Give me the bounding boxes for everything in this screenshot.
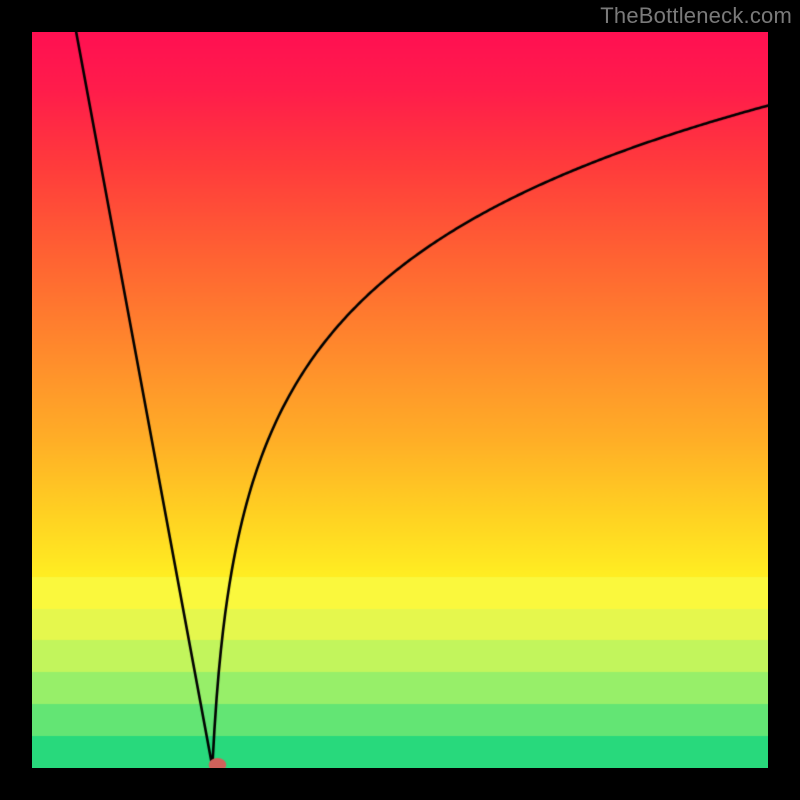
chart-stage: TheBottleneck.com <box>0 0 800 800</box>
watermark-text: TheBottleneck.com <box>600 3 792 29</box>
plot-area <box>32 32 768 768</box>
curve-layer <box>32 32 768 768</box>
